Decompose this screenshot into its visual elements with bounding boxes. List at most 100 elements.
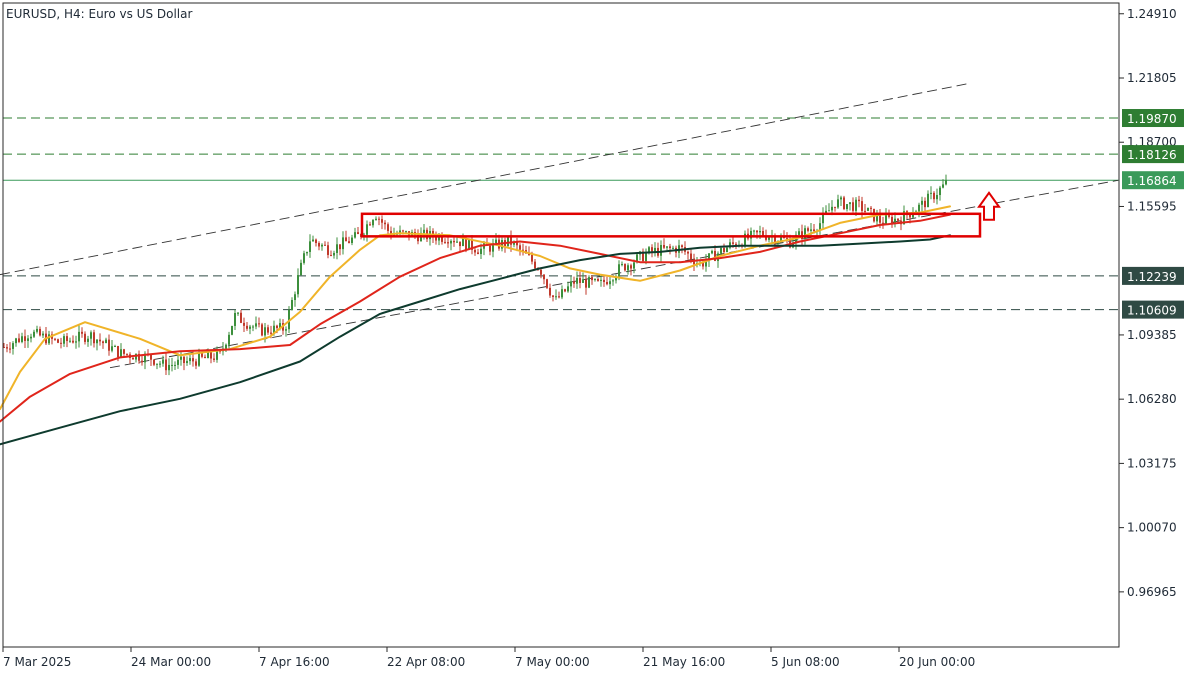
candle-body	[171, 364, 173, 366]
candle-body	[237, 312, 239, 314]
candle-body	[876, 215, 878, 222]
candle-body	[585, 279, 587, 288]
candle-body	[903, 211, 905, 225]
candle-body	[567, 286, 569, 292]
candle-body	[588, 277, 590, 288]
candle-body	[114, 346, 116, 348]
x-tick-label: 20 Jun 00:00	[899, 655, 975, 669]
candle-body	[441, 235, 443, 242]
candle-body	[534, 261, 536, 269]
candle-body	[60, 342, 62, 344]
candle-body	[576, 278, 578, 284]
candle-body	[252, 326, 254, 328]
candle-body	[240, 312, 242, 323]
candle-body	[324, 244, 326, 246]
candle-body	[231, 325, 233, 335]
candle-body	[606, 282, 608, 285]
y-tick-label: 0.96965	[1127, 585, 1177, 599]
y-tick-label: 1.15595	[1127, 199, 1177, 213]
x-tick-label: 7 Mar 2025	[3, 655, 71, 669]
candle-body	[168, 364, 170, 371]
candle-body	[897, 218, 899, 221]
candle-body	[798, 231, 800, 235]
candle-body	[84, 333, 86, 342]
candle-body	[255, 323, 257, 327]
candle-body	[111, 346, 113, 351]
candle-body	[78, 331, 80, 342]
candle-body	[516, 241, 518, 246]
candle-body	[621, 264, 623, 266]
candle-body	[879, 215, 881, 223]
channel-lines	[0, 82, 1119, 369]
candle-body	[30, 336, 32, 339]
candle-body	[96, 339, 98, 344]
candle-body	[945, 180, 947, 185]
candle-body	[480, 248, 482, 255]
candle-body	[846, 204, 848, 210]
candle-body	[822, 213, 824, 224]
candle-body	[489, 245, 491, 252]
candle-body	[144, 353, 146, 363]
candle-body	[345, 237, 347, 242]
candle-body	[708, 253, 710, 261]
candle-body	[159, 363, 161, 365]
candle-body	[594, 278, 596, 281]
candle-body	[681, 245, 683, 248]
candle-body	[540, 269, 542, 275]
x-tick-label: 5 Jun 08:00	[771, 655, 840, 669]
candle-body	[669, 246, 671, 249]
candle-body	[753, 230, 755, 232]
candle-body	[141, 360, 143, 363]
y-tick-label: 1.03175	[1127, 456, 1177, 470]
candle-body	[357, 232, 359, 235]
candle-body	[312, 239, 314, 242]
candle-body	[213, 358, 215, 360]
candle-body	[555, 296, 557, 298]
candle-body	[750, 230, 752, 239]
candle-body	[402, 230, 404, 232]
candle-body	[120, 349, 122, 358]
candle-body	[930, 192, 932, 194]
candle-body	[693, 259, 695, 265]
price-levels	[3, 117, 1119, 311]
candle-body	[456, 241, 458, 243]
candle-body	[648, 247, 650, 254]
candle-body	[54, 338, 56, 340]
candle-body	[165, 359, 167, 371]
candle-body	[6, 347, 8, 349]
candle-body	[288, 309, 290, 330]
candle-body	[630, 265, 632, 269]
candle-body	[177, 359, 179, 365]
candle-body	[756, 230, 758, 233]
candle-body	[762, 231, 764, 236]
candle-body	[372, 220, 374, 226]
candle-body	[477, 252, 479, 255]
x-axis: 7 Mar 2025 24 Mar 00:00 7 Apr 16:00 22 Apr …	[2, 647, 975, 669]
candle-body	[156, 363, 158, 365]
candle-body	[852, 202, 854, 211]
price-badge-label: 1.19870	[1127, 112, 1177, 126]
candle-body	[888, 215, 890, 217]
candle-body	[834, 206, 836, 208]
candle-body	[597, 278, 599, 281]
candle-body	[474, 249, 476, 253]
candle-body	[765, 235, 767, 240]
candle-body	[687, 251, 689, 254]
candle-body	[309, 241, 311, 252]
candle-body	[804, 228, 806, 240]
price-badge-label: 1.16864	[1127, 174, 1177, 188]
candle-body	[24, 336, 26, 341]
candle-body	[591, 277, 593, 281]
candle-body	[249, 326, 251, 329]
candle-body	[366, 224, 368, 235]
candle-body	[330, 254, 332, 256]
candle-body	[180, 356, 182, 360]
candle-body	[315, 239, 317, 244]
candle-body	[672, 247, 674, 249]
price-badge-label: 1.10609	[1127, 304, 1177, 318]
candle-body	[864, 210, 866, 212]
candle-body	[105, 339, 107, 344]
candle-body	[627, 265, 629, 271]
